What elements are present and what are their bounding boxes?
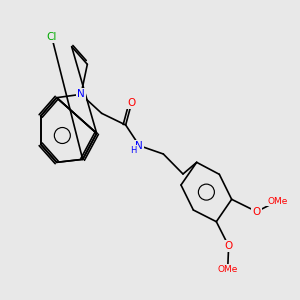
Text: O: O (253, 207, 261, 217)
Text: H: H (130, 146, 136, 155)
Text: OMe: OMe (267, 196, 287, 206)
Text: OMe: OMe (218, 265, 238, 274)
Text: Cl: Cl (46, 32, 57, 42)
Text: N: N (77, 89, 85, 99)
Text: O: O (128, 98, 136, 108)
Text: N: N (136, 141, 143, 151)
Text: O: O (224, 241, 233, 251)
